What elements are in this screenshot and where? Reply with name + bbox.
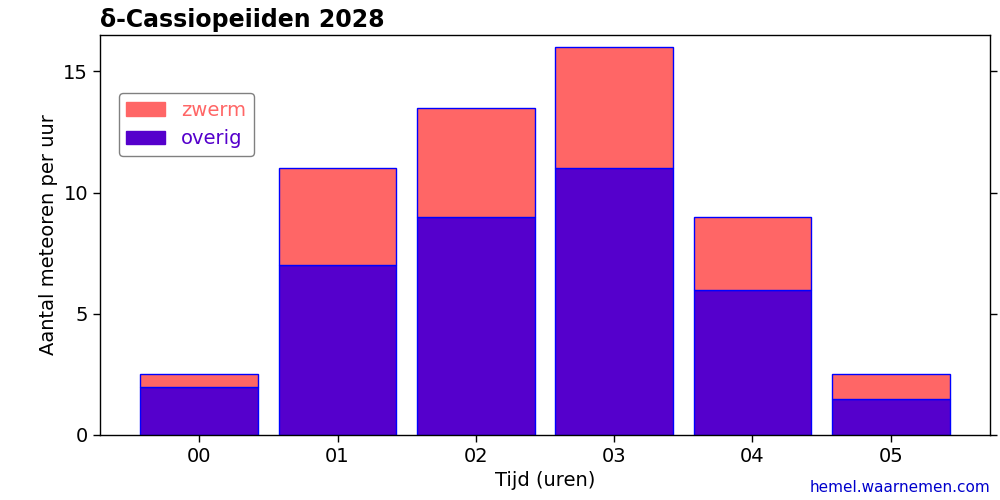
Bar [279,168,396,266]
Bar [555,168,673,435]
X-axis label: Tijd (uren): Tijd (uren) [495,472,595,490]
Bar [555,47,673,168]
Legend: zwerm, overig: zwerm, overig [119,92,254,156]
Bar [694,290,811,435]
Y-axis label: Aantal meteoren per uur: Aantal meteoren per uur [39,114,58,356]
Bar [279,266,396,435]
Bar [417,108,535,217]
Bar [694,217,811,290]
Bar [417,217,535,435]
Bar [140,386,258,435]
Bar [832,374,950,398]
Text: δ-Cassiopeiiden 2028: δ-Cassiopeiiden 2028 [100,8,385,32]
Bar [832,398,950,435]
Text: hemel.waarnemen.com: hemel.waarnemen.com [809,480,990,495]
Bar [140,374,258,386]
